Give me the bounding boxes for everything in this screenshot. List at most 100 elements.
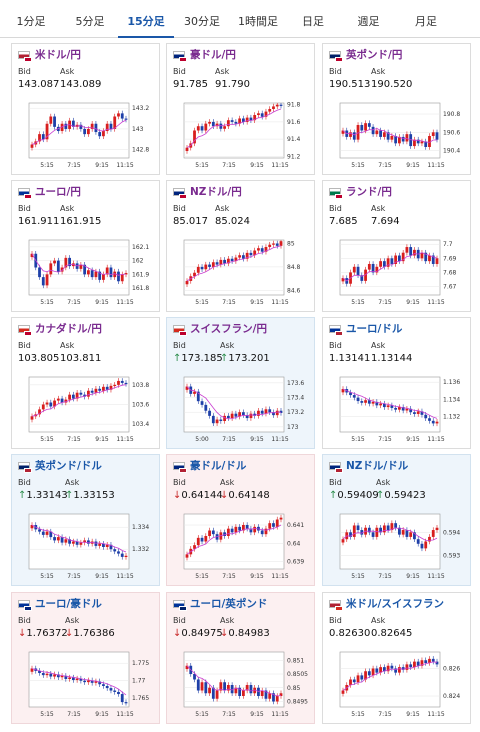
tab-0[interactable]: 1分足 (16, 15, 46, 28)
rate-card[interactable]: ユーロ/ドル Bid Ask 1.13141 1.13144 1.136 1.134 1.13… (322, 317, 471, 449)
candle-body (41, 277, 45, 286)
candle-body (409, 247, 413, 256)
candle-body (405, 530, 409, 537)
candle-body (200, 401, 204, 405)
candle-body (260, 690, 264, 696)
moving-average-line (186, 386, 282, 420)
candle-body (30, 416, 34, 420)
bid-label: Bid (329, 616, 342, 625)
pair-name[interactable]: 英ポンド/ドル (35, 460, 102, 472)
candle-body (64, 399, 68, 403)
x-tick-label: 5:15 (351, 162, 365, 169)
tab-3[interactable]: 30分足 (184, 15, 220, 28)
rate-card[interactable]: カナダドル/円 Bid Ask 103.805 103.811 103.8 103.6 103… (11, 317, 160, 449)
tab-2[interactable]: 15分足 (118, 0, 174, 38)
y-tick-label: 143.2 (132, 105, 149, 112)
rate-card[interactable]: 豪ドル/ドル Bid Ask ↓0.64144 ↓0.64148 0.641 0.64 0.6… (166, 454, 315, 586)
candle-body (49, 263, 53, 275)
ask-value: ↓0.84983 (220, 628, 270, 639)
candle-body (238, 687, 242, 696)
plot-area (28, 239, 130, 296)
pair-name[interactable]: カナダドル/円 (35, 323, 102, 335)
x-tick-label: 5:15 (40, 711, 54, 718)
candle-body (268, 693, 272, 699)
y-tick-label: 7.68 (443, 269, 457, 276)
candlestick-chart: 91.8 91.6 91.4 91.2 5:15 7:15 9:15 11:15 (173, 98, 310, 171)
x-tick-label: 7:15 (67, 436, 81, 443)
candle-body (41, 404, 45, 410)
rate-card[interactable]: 英ポンド/円 Bid Ask 190.513 190.520 190.8 190.6 190.… (322, 43, 471, 175)
pair-name[interactable]: 英ポンド/円 (346, 49, 403, 61)
moving-average-line (31, 384, 127, 417)
ask-label: Ask (215, 67, 230, 76)
arrow-down-icon: ↓ (173, 628, 182, 639)
pair-name[interactable]: NZドル/円 (190, 186, 242, 198)
candle-body (405, 134, 409, 142)
bid-value: ↑0.59409 (329, 490, 379, 501)
candle-body (223, 415, 226, 421)
candle-body (394, 668, 398, 673)
moving-average-line (31, 253, 127, 276)
pair-name[interactable]: 豪ドル/ドル (190, 460, 247, 472)
candle-body (401, 530, 405, 535)
tab-6[interactable]: 週足 (357, 15, 380, 28)
currency-flag-icon (329, 462, 343, 473)
bid-value: ↓1.76372 (18, 628, 68, 639)
candle-body (242, 255, 245, 259)
candle-body (38, 670, 41, 674)
candle-body (105, 386, 109, 390)
rate-card[interactable]: NZドル/ドル Bid Ask ↑0.59409 ↑0.59423 0.594 0.593 5… (322, 454, 471, 586)
y-tick-label: 161.8 (132, 285, 149, 292)
tab-1[interactable]: 5分足 (75, 15, 105, 28)
pair-name[interactable]: ユーロ/英ポンド (190, 598, 268, 610)
candle-body (394, 255, 398, 264)
rate-card[interactable]: 豪ドル/円 Bid Ask 91.785 91.790 91.8 91.6 91.4 91.2 5… (166, 43, 315, 175)
chart-svg: 143.2 143 142.8 5:15 7:15 9:15 11:15 (28, 102, 149, 169)
tab-5[interactable]: 日足 (302, 15, 324, 28)
candle-body (230, 413, 234, 419)
bid-value: 7.685 (329, 216, 358, 227)
x-tick-label: 7:15 (67, 711, 81, 718)
candle-body (413, 139, 416, 147)
x-tick-label: 5:15 (195, 162, 209, 169)
pair-name[interactable]: ユーロ/豪ドル (35, 598, 102, 610)
pair-name[interactable]: スイスフラン/円 (190, 323, 268, 335)
y-tick-label: 161.9 (132, 271, 149, 278)
candle-body (375, 130, 379, 135)
rate-card[interactable]: 米ドル/円 Bid Ask 143.087 143.089 143.2 143 142.8 5:… (11, 43, 160, 175)
rate-card[interactable]: ユーロ/豪ドル Bid Ask ↓1.76372 ↓1.76386 1.775 1.77 1.… (11, 592, 160, 724)
candle-body (424, 541, 428, 549)
tab-4[interactable]: 1時間足 (238, 15, 278, 28)
rate-card[interactable]: 英ポンド/ドル Bid Ask ↑1.33143 ↑1.33153 1.334 1.332 5… (11, 454, 160, 586)
rate-card[interactable]: ランド/円 Bid Ask 7.685 7.694 7.7 7.69 7.68 7.67 5:15… (322, 180, 471, 312)
candle-body (360, 675, 364, 680)
rate-card[interactable]: スイスフラン/円 Bid Ask ↑173.185 ↑173.201 173.6 173.4… (166, 317, 315, 449)
pair-name[interactable]: ユーロ/ドル (346, 323, 403, 335)
arrow-down-icon: ↓ (65, 628, 74, 639)
pair-name[interactable]: 豪ドル/円 (190, 49, 236, 61)
candle-body (379, 261, 382, 267)
candle-body (98, 388, 102, 391)
pair-name[interactable]: NZドル/ドル (346, 460, 409, 472)
x-tick-label: 9:15 (95, 573, 109, 580)
rate-card[interactable]: 米ドル/スイスフラン Bid Ask 0.82630 0.82645 0.826 0.824… (322, 592, 471, 724)
candle-body (416, 411, 420, 414)
rate-card[interactable]: ユーロ/英ポンド Bid Ask ↓0.84975 ↓0.84983 0.851 0.850… (166, 592, 315, 724)
candle-body (230, 685, 234, 694)
ask-value: ↑0.59423 (376, 490, 426, 501)
candle-body (420, 141, 424, 144)
rate-card[interactable]: ユーロ/円 Bid Ask 161.911 161.915 162.1 162 161.9 16… (11, 180, 160, 312)
candlestick-chart: 103.8 103.6 103.4 5:15 7:15 9:15 11:15 (18, 372, 155, 445)
pair-name[interactable]: ユーロ/円 (35, 186, 81, 198)
x-tick-label: 5:15 (195, 299, 209, 306)
candle-body (398, 407, 401, 410)
pair-name[interactable]: 米ドル/円 (35, 49, 81, 61)
y-tick-label: 1.332 (132, 546, 149, 553)
y-tick-label: 0.851 (287, 657, 304, 664)
pair-name[interactable]: 米ドル/スイスフラン (346, 598, 445, 610)
tab-7[interactable]: 月足 (415, 15, 437, 28)
pair-name[interactable]: ランド/円 (346, 186, 392, 198)
x-tick-label: 9:15 (95, 711, 109, 718)
bid-value: ↓0.84975 (173, 628, 223, 639)
rate-card[interactable]: NZドル/円 Bid Ask 85.017 85.024 85 84.8 84.6 5:15 7:… (166, 180, 315, 312)
